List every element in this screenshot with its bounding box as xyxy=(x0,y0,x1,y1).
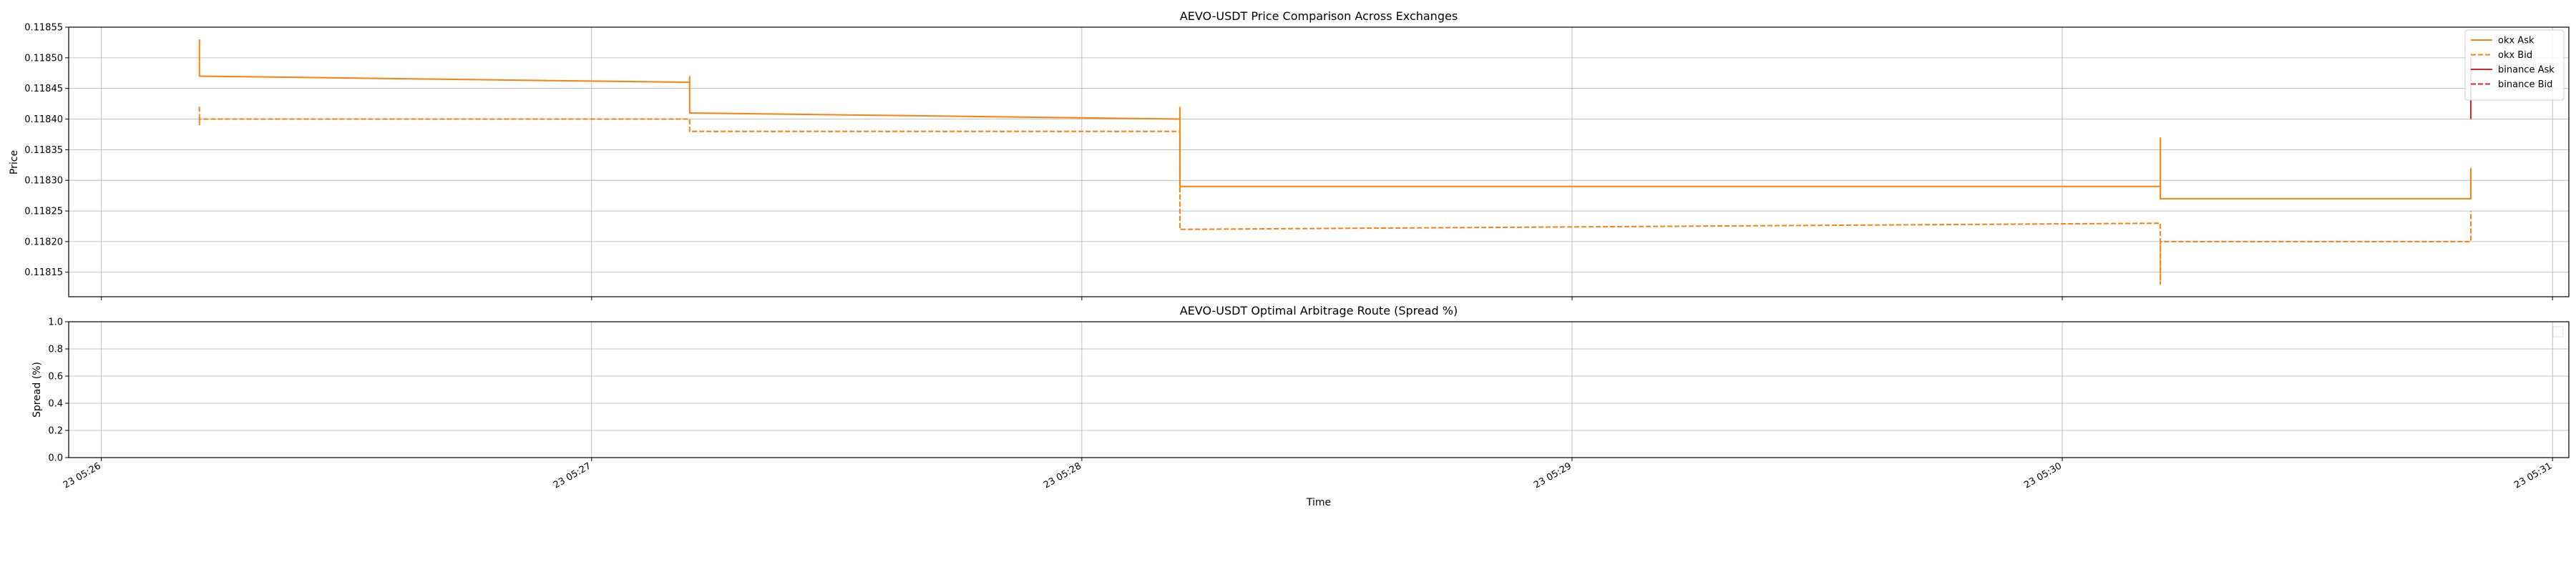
price-comparison-chart: AEVO-USDT Price Comparison Across Exchan… xyxy=(9,9,2570,300)
y-tick-label: 0.11825 xyxy=(24,207,63,217)
y-tick-label: 1.0 xyxy=(48,317,63,328)
legend-label: okx Bid xyxy=(2498,50,2532,61)
legend: okx Ask okx Bid binance Ask binance Bid xyxy=(2464,29,2565,101)
y-axis: 0.0 0.2 0.4 0.6 0.8 1.0 xyxy=(48,317,69,464)
gridlines xyxy=(69,26,2569,297)
y-tick-label: 0.8 xyxy=(48,345,63,355)
legend-label: binance Bid xyxy=(2498,79,2552,90)
plot-frame xyxy=(68,321,2570,458)
y-tick-label: 0.11840 xyxy=(24,114,63,125)
y-axis: 0.11815 0.11820 0.11825 0.11830 0.11835 0.118… xyxy=(24,23,69,278)
y-tick-label: 0.6 xyxy=(48,372,63,383)
chart-title: AEVO-USDT Price Comparison Across Exchan… xyxy=(1180,9,1458,23)
y-tick-label: 0.11845 xyxy=(24,84,63,94)
legend-label: binance Ask xyxy=(2498,65,2555,76)
x-tick-label: 23 05:29 xyxy=(1532,460,1574,490)
x-tick-label: 23 05:27 xyxy=(552,460,593,490)
legend-label: okx Ask xyxy=(2498,36,2534,46)
x-axis-label: Time xyxy=(1306,497,1331,508)
y-tick-label: 0.11850 xyxy=(24,53,63,64)
legend-frame xyxy=(2464,29,2565,101)
series-line-okx-bid xyxy=(198,107,2472,285)
y-tick-label: 0.11855 xyxy=(24,23,63,34)
y-tick-label: 0.11820 xyxy=(24,237,63,247)
legend-box-empty xyxy=(2552,326,2564,337)
y-tick-label: 0.11830 xyxy=(24,176,63,187)
y-tick-label: 0.2 xyxy=(48,426,63,437)
x-axis xyxy=(101,297,2553,300)
x-tick-label: 23 05:28 xyxy=(1042,460,1083,490)
y-axis-label: Price xyxy=(9,150,20,174)
y-tick-label: 0.4 xyxy=(48,399,63,410)
x-axis: 23 05:26 23 05:27 23 05:28 23 05:29 23 05:30… xyxy=(62,458,2554,491)
y-tick-label: 0.11835 xyxy=(24,145,63,156)
gridlines xyxy=(69,321,2569,458)
series-line-okx-ask xyxy=(198,39,2472,199)
y-axis-label: Spread (%) xyxy=(31,362,43,418)
y-tick-label: 0.11815 xyxy=(24,267,63,278)
x-tick-label: 23 05:26 xyxy=(62,460,103,490)
series-group xyxy=(198,39,2472,285)
x-tick-label: 23 05:30 xyxy=(2022,460,2064,490)
arbitrage-spread-chart: AEVO-USDT Optimal Arbitrage Route (Sprea… xyxy=(31,304,2570,508)
plot-frame xyxy=(68,26,2570,297)
chart-title: AEVO-USDT Optimal Arbitrage Route (Sprea… xyxy=(1180,304,1458,317)
y-tick-label: 0.0 xyxy=(48,453,63,464)
x-tick-label: 23 05:31 xyxy=(2512,460,2554,490)
